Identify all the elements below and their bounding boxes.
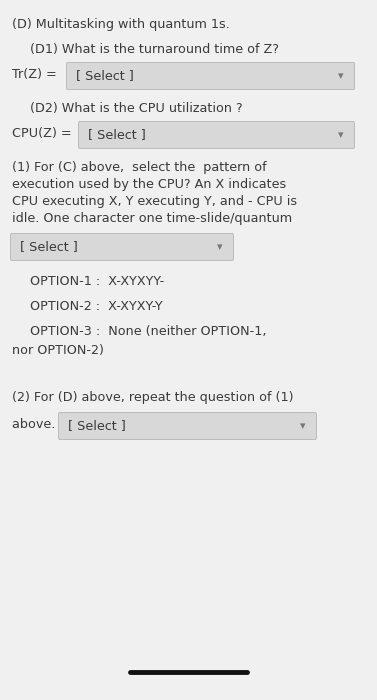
FancyBboxPatch shape <box>66 62 354 90</box>
Text: nor OPTION-2): nor OPTION-2) <box>12 344 104 357</box>
Text: ▾: ▾ <box>338 130 344 140</box>
Text: [ Select ]: [ Select ] <box>68 419 126 433</box>
Text: OPTION-2 :  X-XYXY-Y: OPTION-2 : X-XYXY-Y <box>30 300 162 313</box>
Text: ▾: ▾ <box>338 71 344 81</box>
Text: above.: above. <box>12 418 63 431</box>
Text: idle. One character one time-slide/quantum: idle. One character one time-slide/quant… <box>12 212 292 225</box>
Text: CPU(Z) =: CPU(Z) = <box>12 127 76 140</box>
Text: Tr(Z) =: Tr(Z) = <box>12 68 61 81</box>
Text: (D) Multitasking with quantum 1s.: (D) Multitasking with quantum 1s. <box>12 18 230 31</box>
Text: [ Select ]: [ Select ] <box>20 241 78 253</box>
Text: (2) For (D) above, repeat the question of (1): (2) For (D) above, repeat the question o… <box>12 391 294 404</box>
Text: ▾: ▾ <box>300 421 306 431</box>
FancyBboxPatch shape <box>78 122 354 148</box>
Text: (1) For (C) above,  select the  pattern of: (1) For (C) above, select the pattern of <box>12 161 267 174</box>
Text: ▾: ▾ <box>217 242 223 252</box>
Text: CPU executing X, Y executing Y, and - CPU is: CPU executing X, Y executing Y, and - CP… <box>12 195 297 208</box>
FancyBboxPatch shape <box>58 412 317 440</box>
FancyBboxPatch shape <box>11 234 233 260</box>
Text: [ Select ]: [ Select ] <box>88 129 146 141</box>
Text: execution used by the CPU? An X indicates: execution used by the CPU? An X indicate… <box>12 178 286 191</box>
Text: (D1) What is the turnaround time of Z?: (D1) What is the turnaround time of Z? <box>30 43 279 56</box>
Text: OPTION-1 :  X-XYXYY-: OPTION-1 : X-XYXYY- <box>30 275 164 288</box>
Text: (D2) What is the CPU utilization ?: (D2) What is the CPU utilization ? <box>30 102 243 115</box>
Text: OPTION-3 :  None (neither OPTION-1,: OPTION-3 : None (neither OPTION-1, <box>30 325 267 338</box>
Text: [ Select ]: [ Select ] <box>76 69 134 83</box>
